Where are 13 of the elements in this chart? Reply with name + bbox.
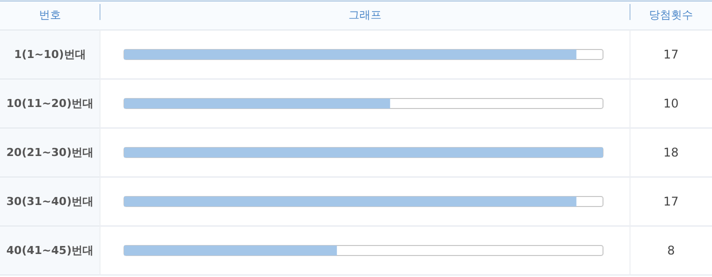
data-label: 10 bbox=[663, 96, 679, 110]
y2-axis-title: 당첨횟수 bbox=[649, 8, 693, 22]
y-axis-title: 번호 bbox=[39, 8, 61, 22]
y-tick-label: 1(1~10)번대 bbox=[14, 48, 86, 61]
data-label: 8 bbox=[667, 244, 675, 258]
x-axis-title: 그래프 bbox=[348, 8, 382, 22]
data-label: 18 bbox=[663, 146, 679, 160]
y-tick-label: 20(21~30)번대 bbox=[6, 146, 94, 159]
data-label: 17 bbox=[663, 194, 679, 208]
y-tick-label: 40(41~45)번대 bbox=[6, 244, 94, 257]
data-label: 17 bbox=[663, 48, 679, 62]
y-tick-label: 30(31~40)번대 bbox=[6, 195, 94, 208]
y-tick-label: 10(11~20)번대 bbox=[6, 97, 94, 110]
